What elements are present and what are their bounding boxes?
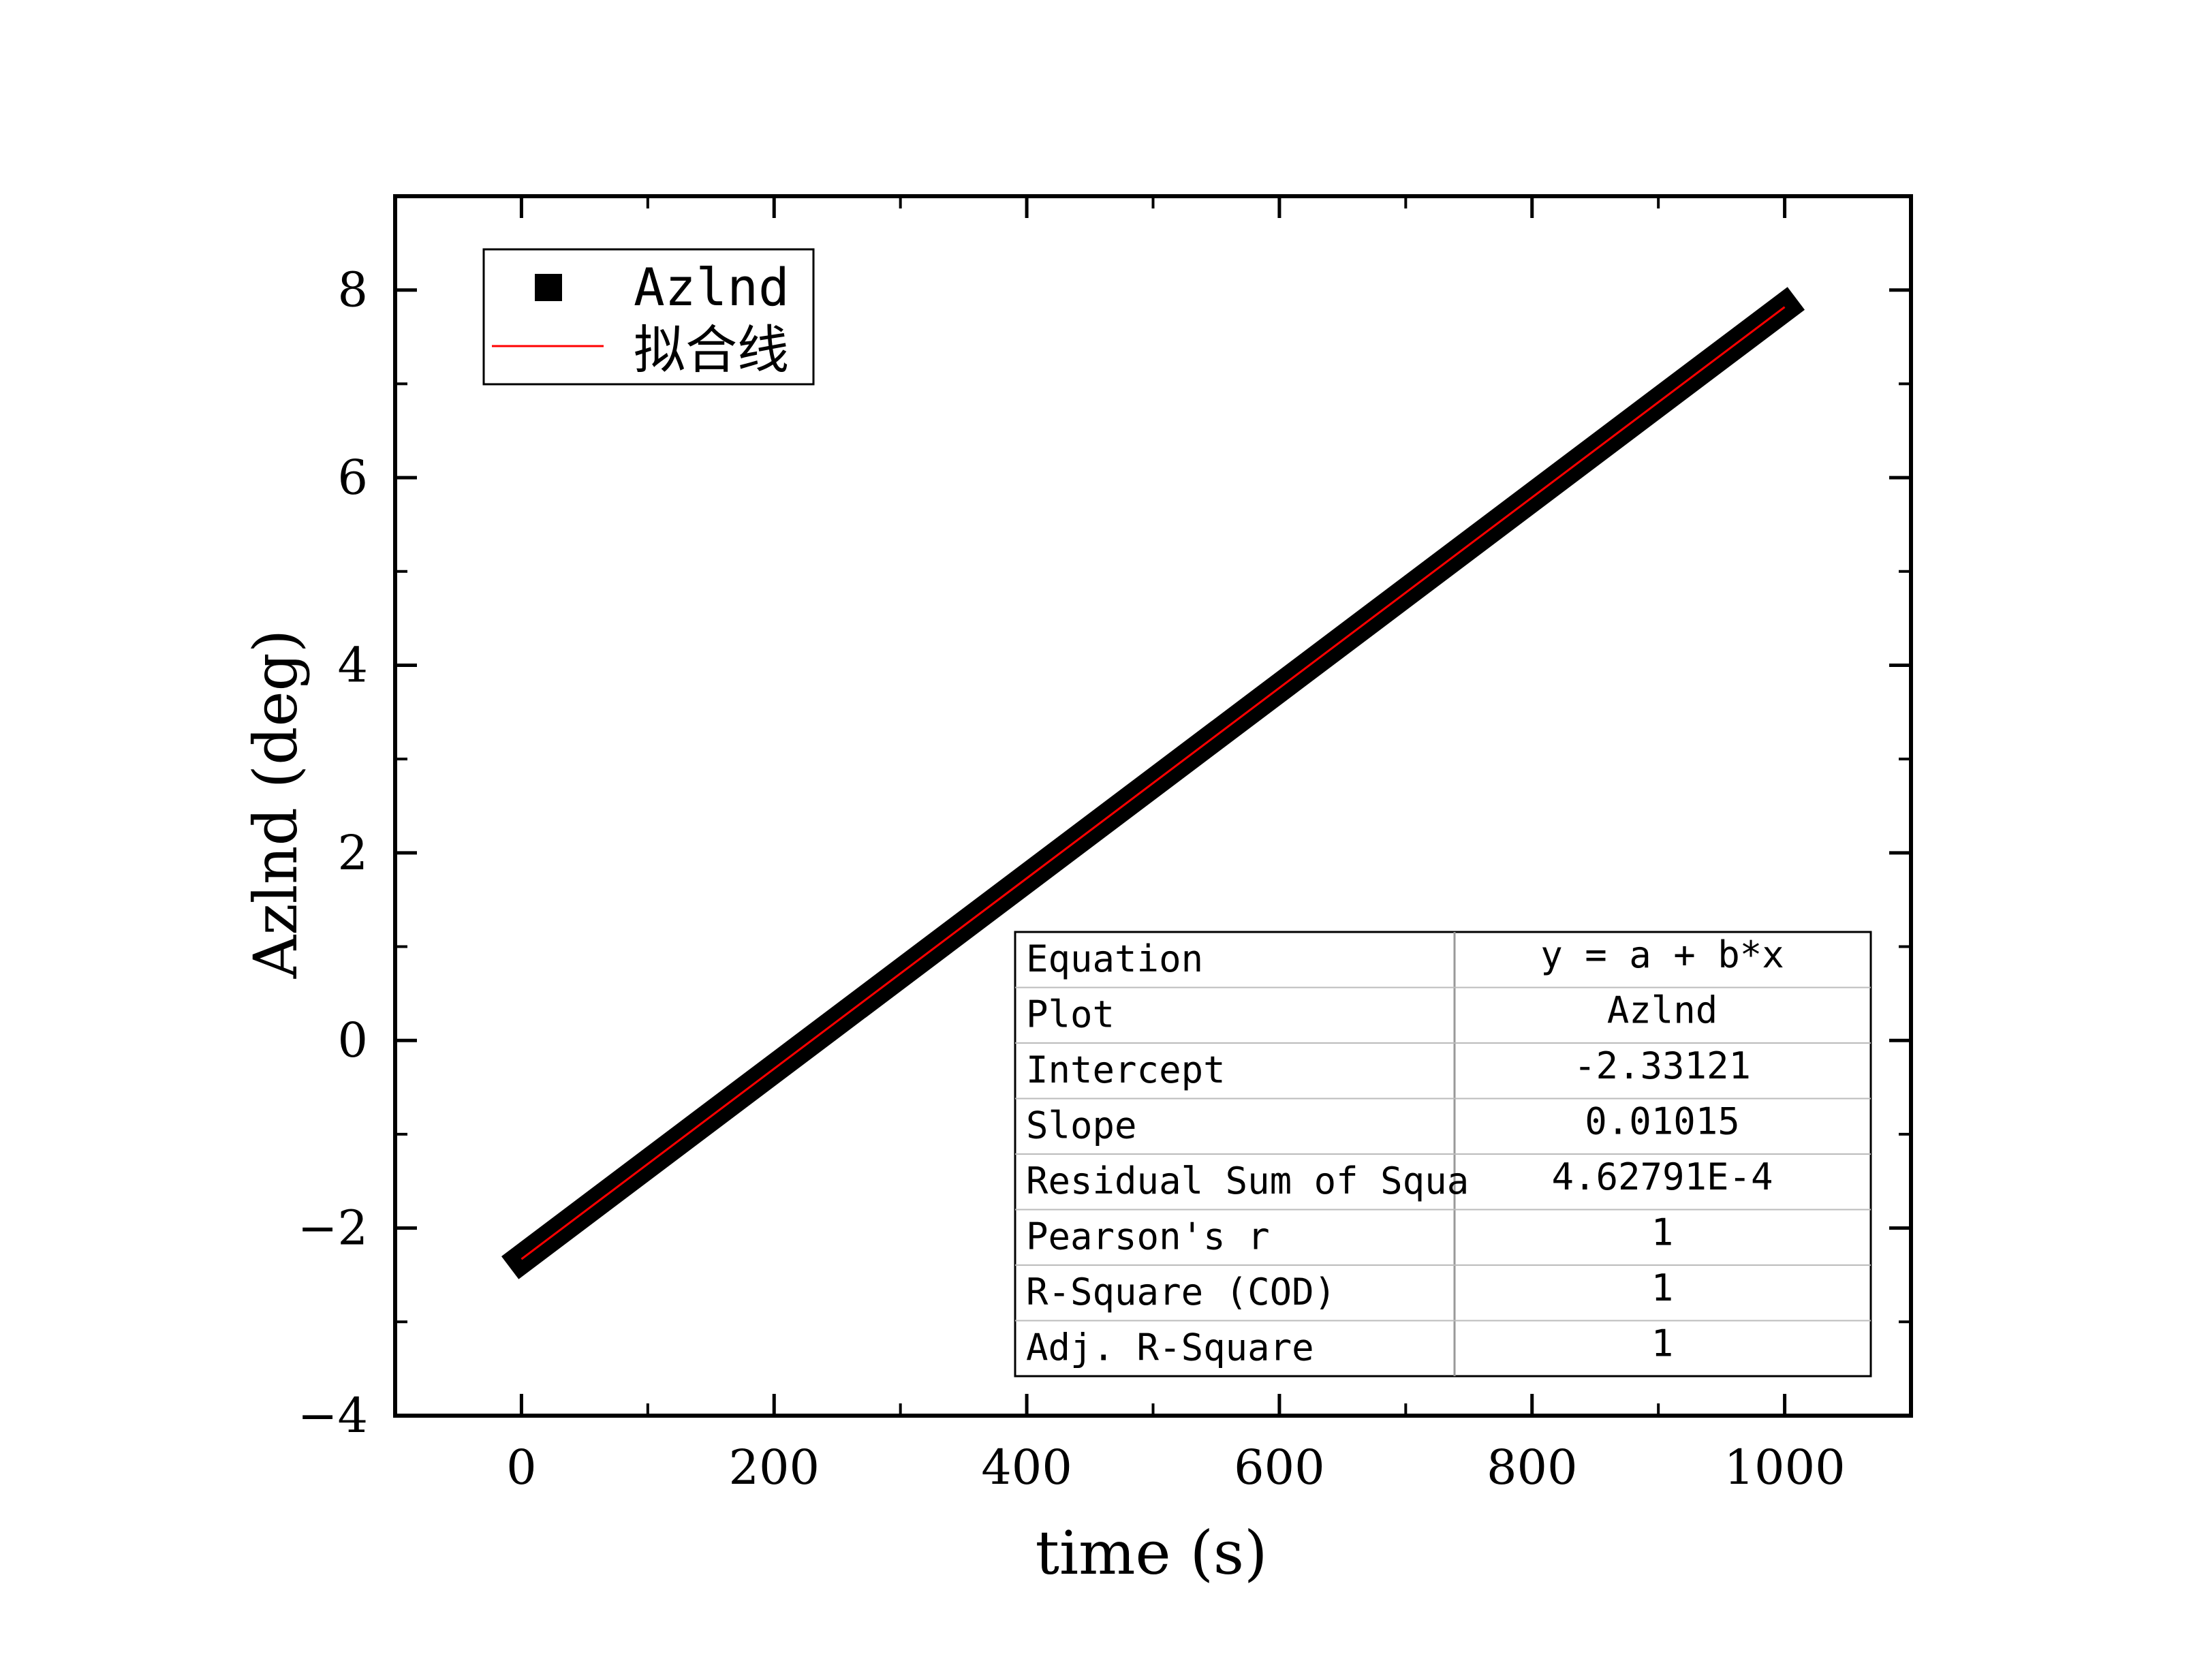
fit-table-rows: Equation y = a + b*x Plot Azlnd Intercept -2.… — [1015, 933, 1871, 1369]
legend-box — [482, 248, 815, 386]
fit-table-value: Azlnd — [1607, 989, 1718, 1032]
fit-table: Equation y = a + b*x Plot Azlnd Intercept -2.… — [1014, 931, 1872, 1378]
x-tick-label: 800 — [1487, 1440, 1578, 1495]
legend-marker-azlnd — [535, 274, 562, 301]
fit-table-value: 1 — [1651, 1322, 1674, 1365]
fit-line — [520, 306, 1786, 1260]
fit-table-key: Residual Sum of Squa — [1026, 1160, 1469, 1202]
fit-table-key: Intercept — [1026, 1048, 1226, 1091]
fit-table-key: Equation — [1026, 937, 1203, 980]
y-tick-label: 8 — [337, 262, 368, 318]
legend-label-fit: 拟合线 — [634, 320, 789, 380]
fit-table-key: Slope — [1026, 1104, 1137, 1147]
y-axis-title: Azlnd (deg) — [240, 629, 311, 979]
tick-layer: 0 200 400 600 800 1000 −4 −2 0 2 4 6 8 — [298, 195, 1911, 1495]
fit-table-value: 0.01015 — [1585, 1100, 1740, 1143]
y-tick-label: 6 — [337, 450, 368, 505]
fit-table-key: Plot — [1026, 993, 1115, 1036]
fit-table-key: R-Square (COD) — [1026, 1271, 1336, 1313]
fit-table-value: y = a + b*x — [1540, 933, 1784, 976]
x-tick-label: 600 — [1234, 1440, 1325, 1495]
y-tick-label: 4 — [337, 637, 368, 693]
x-tick-label: 1000 — [1724, 1440, 1846, 1495]
x-tick-label: 400 — [981, 1440, 1072, 1495]
x-tick-label: 200 — [728, 1440, 820, 1495]
y-tick-label: −4 — [298, 1388, 368, 1444]
fit-table-value: -2.33121 — [1574, 1044, 1751, 1087]
y-tick-label: 2 — [337, 825, 368, 881]
legend: Azlnd 拟合线 — [482, 248, 815, 386]
x-axis-title: time (s) — [1036, 1518, 1268, 1588]
fit-table-key: Adj. R-Square — [1026, 1326, 1314, 1369]
y-tick-label: −2 — [298, 1200, 368, 1256]
y-tick-label: 0 — [337, 1012, 368, 1068]
x-tick-label: 0 — [506, 1440, 537, 1495]
fit-table-value: 1 — [1651, 1266, 1674, 1309]
fit-table-key: Pearson's r — [1026, 1215, 1270, 1258]
fit-table-value: 1 — [1651, 1211, 1674, 1254]
fit-table-value: 4.62791E-4 — [1551, 1155, 1773, 1198]
legend-label-azlnd: Azlnd — [634, 257, 790, 317]
data-layer — [501, 287, 1805, 1279]
